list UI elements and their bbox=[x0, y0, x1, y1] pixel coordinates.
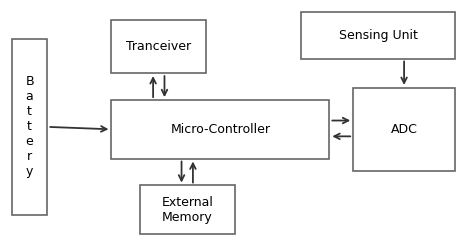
Bar bbox=[140, 185, 235, 234]
Text: B
a
t
t
e
r
y: B a t t e r y bbox=[25, 75, 34, 178]
Bar bbox=[301, 12, 455, 59]
Bar bbox=[111, 20, 206, 73]
Bar bbox=[12, 39, 47, 215]
Text: Micro-Controller: Micro-Controller bbox=[171, 123, 270, 136]
Bar bbox=[111, 100, 329, 159]
Text: Sensing Unit: Sensing Unit bbox=[338, 29, 418, 42]
Text: External
Memory: External Memory bbox=[161, 196, 213, 224]
Text: Tranceiver: Tranceiver bbox=[126, 40, 191, 53]
Bar bbox=[353, 88, 455, 171]
Text: ADC: ADC bbox=[391, 123, 418, 136]
